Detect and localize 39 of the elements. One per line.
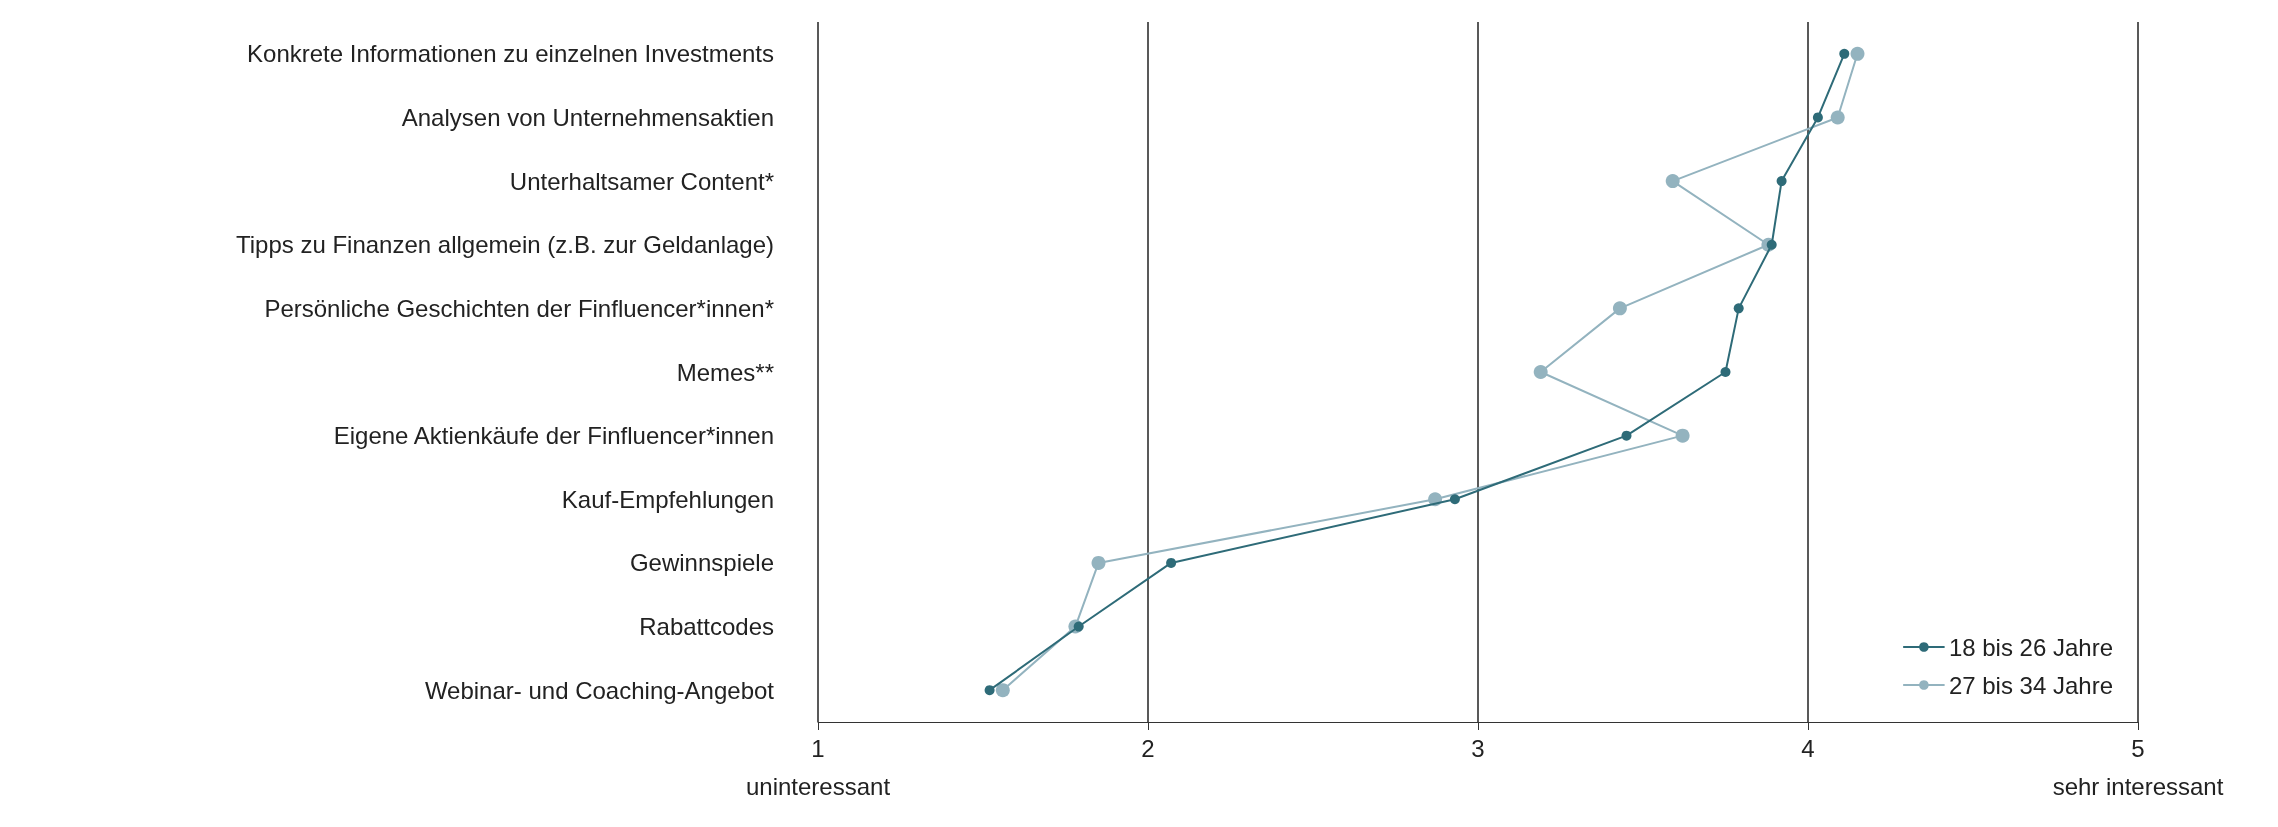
y-tick-label: Rabattcodes: [639, 613, 774, 641]
y-tick-label: Unterhaltsamer Content*: [509, 167, 774, 195]
x-tick-label: 4: [1801, 734, 1815, 762]
point: [1665, 174, 1680, 189]
text: sehr interessant: [2052, 772, 2224, 800]
point: [1776, 176, 1787, 187]
point: [1166, 557, 1177, 568]
x-tick-label: 1: [811, 734, 825, 762]
y-tick-label: Persönliche Geschichten der Finfluencer*innen*: [264, 294, 774, 322]
point: [1533, 365, 1548, 379]
x-tick-label: 2: [1141, 734, 1155, 762]
y-tick-label: Memes**: [676, 358, 774, 386]
x-tick-label: 5: [2131, 734, 2145, 762]
x-tick-label: 3: [1471, 734, 1485, 762]
point: [1839, 48, 1850, 59]
point: [1621, 430, 1632, 441]
legend-label: 27 bis 34 Jahre: [1948, 671, 2113, 699]
y-tick-label: Analysen von Unternehmensaktien: [401, 103, 774, 131]
y-tick-label: Kauf-Empfehlungen: [561, 485, 774, 513]
point: [1091, 555, 1106, 570]
text: uninteressant: [745, 772, 891, 800]
point: [1850, 46, 1865, 61]
y-tick-label: Webinar- und Coaching-Angebot: [424, 676, 775, 704]
point: [1449, 494, 1460, 505]
point: [1675, 428, 1690, 443]
point: [1073, 621, 1084, 632]
legend-label: 18 bis 26 Jahre: [1948, 633, 2113, 661]
point: [1733, 303, 1744, 314]
point: [1766, 239, 1777, 250]
point: [995, 683, 1010, 698]
point: [1612, 301, 1627, 316]
point: [1812, 112, 1823, 123]
point: [1720, 367, 1731, 377]
y-tick-label: Konkrete Informationen zu einzelnen Investments: [247, 40, 774, 68]
point: [984, 685, 995, 696]
point: [1830, 110, 1845, 125]
y-tick-label: Tipps zu Finanzen allgemein (z.B. zur Geldanlage): [235, 231, 774, 259]
y-tick-label: Gewinnspiele: [629, 549, 774, 577]
y-tick-label: Eigene Aktienkäufe der Finfluencer*innen: [333, 422, 774, 450]
